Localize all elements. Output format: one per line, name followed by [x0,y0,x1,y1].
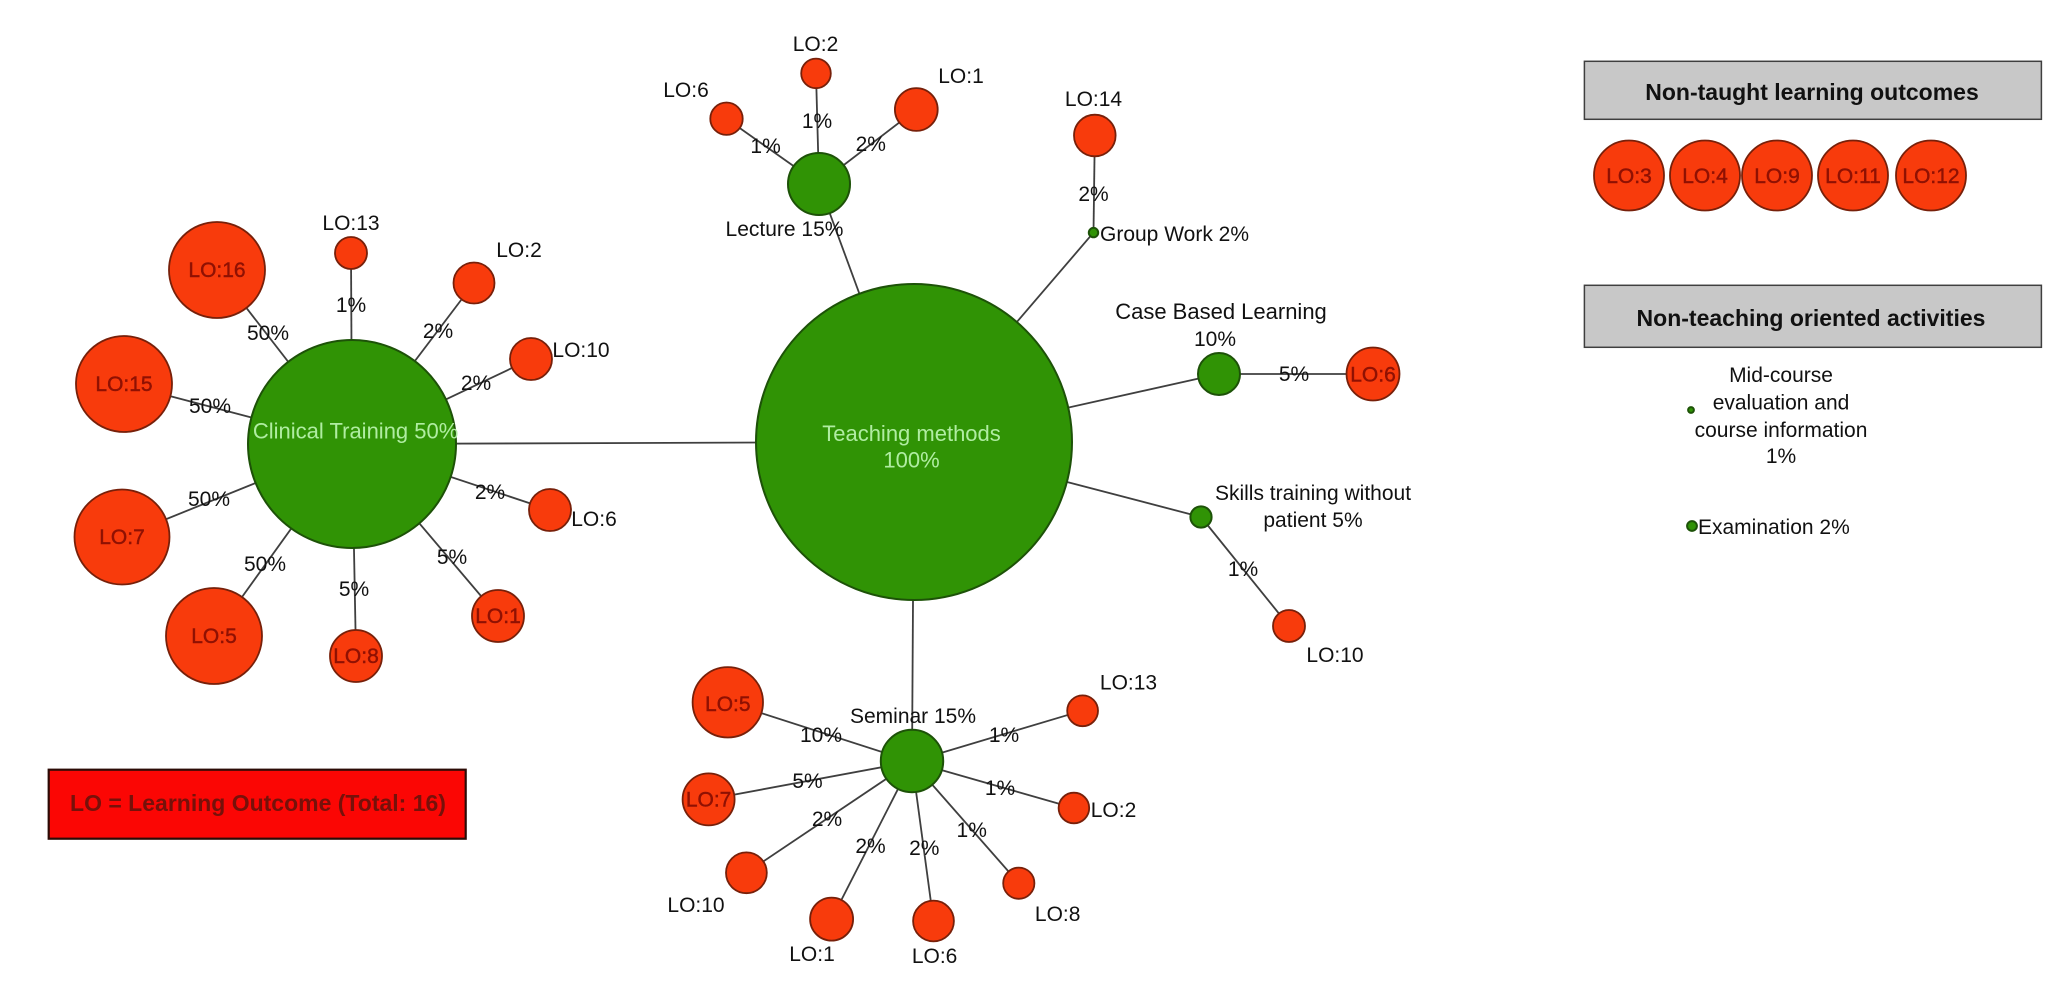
svg-text:LO:7: LO:7 [686,788,732,811]
svg-text:LO:8: LO:8 [333,645,379,668]
svg-text:2%: 2% [812,808,842,831]
svg-text:LO:2: LO:2 [496,239,542,262]
svg-text:LO:6: LO:6 [912,945,958,968]
svg-text:5%: 5% [1279,363,1309,386]
svg-text:Lecture 15%: Lecture 15% [726,218,844,241]
svg-text:LO:2: LO:2 [1091,799,1137,822]
svg-text:1%: 1% [957,819,987,842]
svg-text:evaluation and: evaluation and [1713,392,1850,415]
svg-text:2%: 2% [855,835,885,858]
svg-text:LO:10: LO:10 [667,894,724,917]
svg-text:Seminar 15%: Seminar 15% [850,705,976,728]
svg-text:1%: 1% [1228,558,1258,581]
svg-text:50%: 50% [189,395,231,418]
svg-text:5%: 5% [792,770,822,793]
svg-text:5%: 5% [437,546,467,569]
svg-text:LO:13: LO:13 [1100,672,1157,695]
svg-text:LO:7: LO:7 [99,526,145,549]
svg-text:LO:3: LO:3 [1606,165,1652,188]
svg-text:Clinical Training 50%: Clinical Training 50% [253,419,458,444]
svg-text:1%: 1% [336,294,366,317]
svg-text:50%: 50% [188,488,230,511]
svg-text:2%: 2% [856,133,886,156]
svg-text:10%: 10% [800,724,842,747]
svg-text:2%: 2% [909,837,939,860]
svg-text:LO:6: LO:6 [571,508,617,531]
svg-text:LO:1: LO:1 [475,605,521,628]
svg-text:LO:9: LO:9 [1754,165,1800,188]
svg-text:course information: course information [1695,419,1868,442]
svg-text:LO:5: LO:5 [705,693,751,716]
svg-text:Group Work 2%: Group Work 2% [1100,223,1249,246]
svg-text:1%: 1% [989,724,1019,747]
svg-text:patient 5%: patient 5% [1263,509,1362,532]
svg-text:Mid-course: Mid-course [1729,364,1833,387]
svg-text:LO:13: LO:13 [322,212,379,235]
svg-text:5%: 5% [339,578,369,601]
svg-text:1%: 1% [750,135,780,158]
svg-text:2%: 2% [423,320,453,343]
svg-text:Teaching methods: Teaching methods [822,421,1001,446]
svg-text:50%: 50% [247,322,289,345]
svg-text:Case Based Learning: Case Based Learning [1115,299,1327,324]
svg-text:LO:1: LO:1 [789,943,835,966]
svg-text:Skills training without: Skills training without [1215,482,1411,505]
svg-text:LO:2: LO:2 [793,33,839,56]
svg-text:LO:8: LO:8 [1035,903,1081,926]
svg-text:100%: 100% [883,448,939,473]
svg-text:2%: 2% [461,372,491,395]
svg-text:Non-teaching oriented activiti: Non-teaching oriented activities [1637,305,1986,331]
svg-text:2%: 2% [1078,183,1108,206]
svg-text:LO:1: LO:1 [938,65,984,88]
svg-text:LO = Learning Outcome (Total:: LO = Learning Outcome (Total: 16) [70,790,446,816]
svg-text:LO:6: LO:6 [663,79,709,102]
svg-text:LO:5: LO:5 [191,625,237,648]
svg-text:1%: 1% [802,110,832,133]
svg-text:LO:11: LO:11 [1825,165,1881,188]
svg-text:Non-taught learning outcomes: Non-taught learning outcomes [1645,79,1979,105]
svg-text:LO:10: LO:10 [1306,644,1363,667]
svg-text:LO:14: LO:14 [1065,88,1123,111]
svg-text:LO:15: LO:15 [95,373,152,396]
svg-text:LO:10: LO:10 [552,339,609,362]
svg-text:LO:4: LO:4 [1682,165,1728,188]
svg-text:Examination 2%: Examination 2% [1698,516,1850,539]
svg-text:2%: 2% [475,481,505,504]
svg-text:10%: 10% [1194,328,1236,351]
svg-text:LO:16: LO:16 [188,259,245,282]
svg-text:1%: 1% [985,777,1015,800]
svg-text:1%: 1% [1766,445,1796,468]
svg-text:50%: 50% [244,553,286,576]
svg-text:LO:6: LO:6 [1350,364,1396,387]
svg-text:LO:12: LO:12 [1902,165,1959,188]
